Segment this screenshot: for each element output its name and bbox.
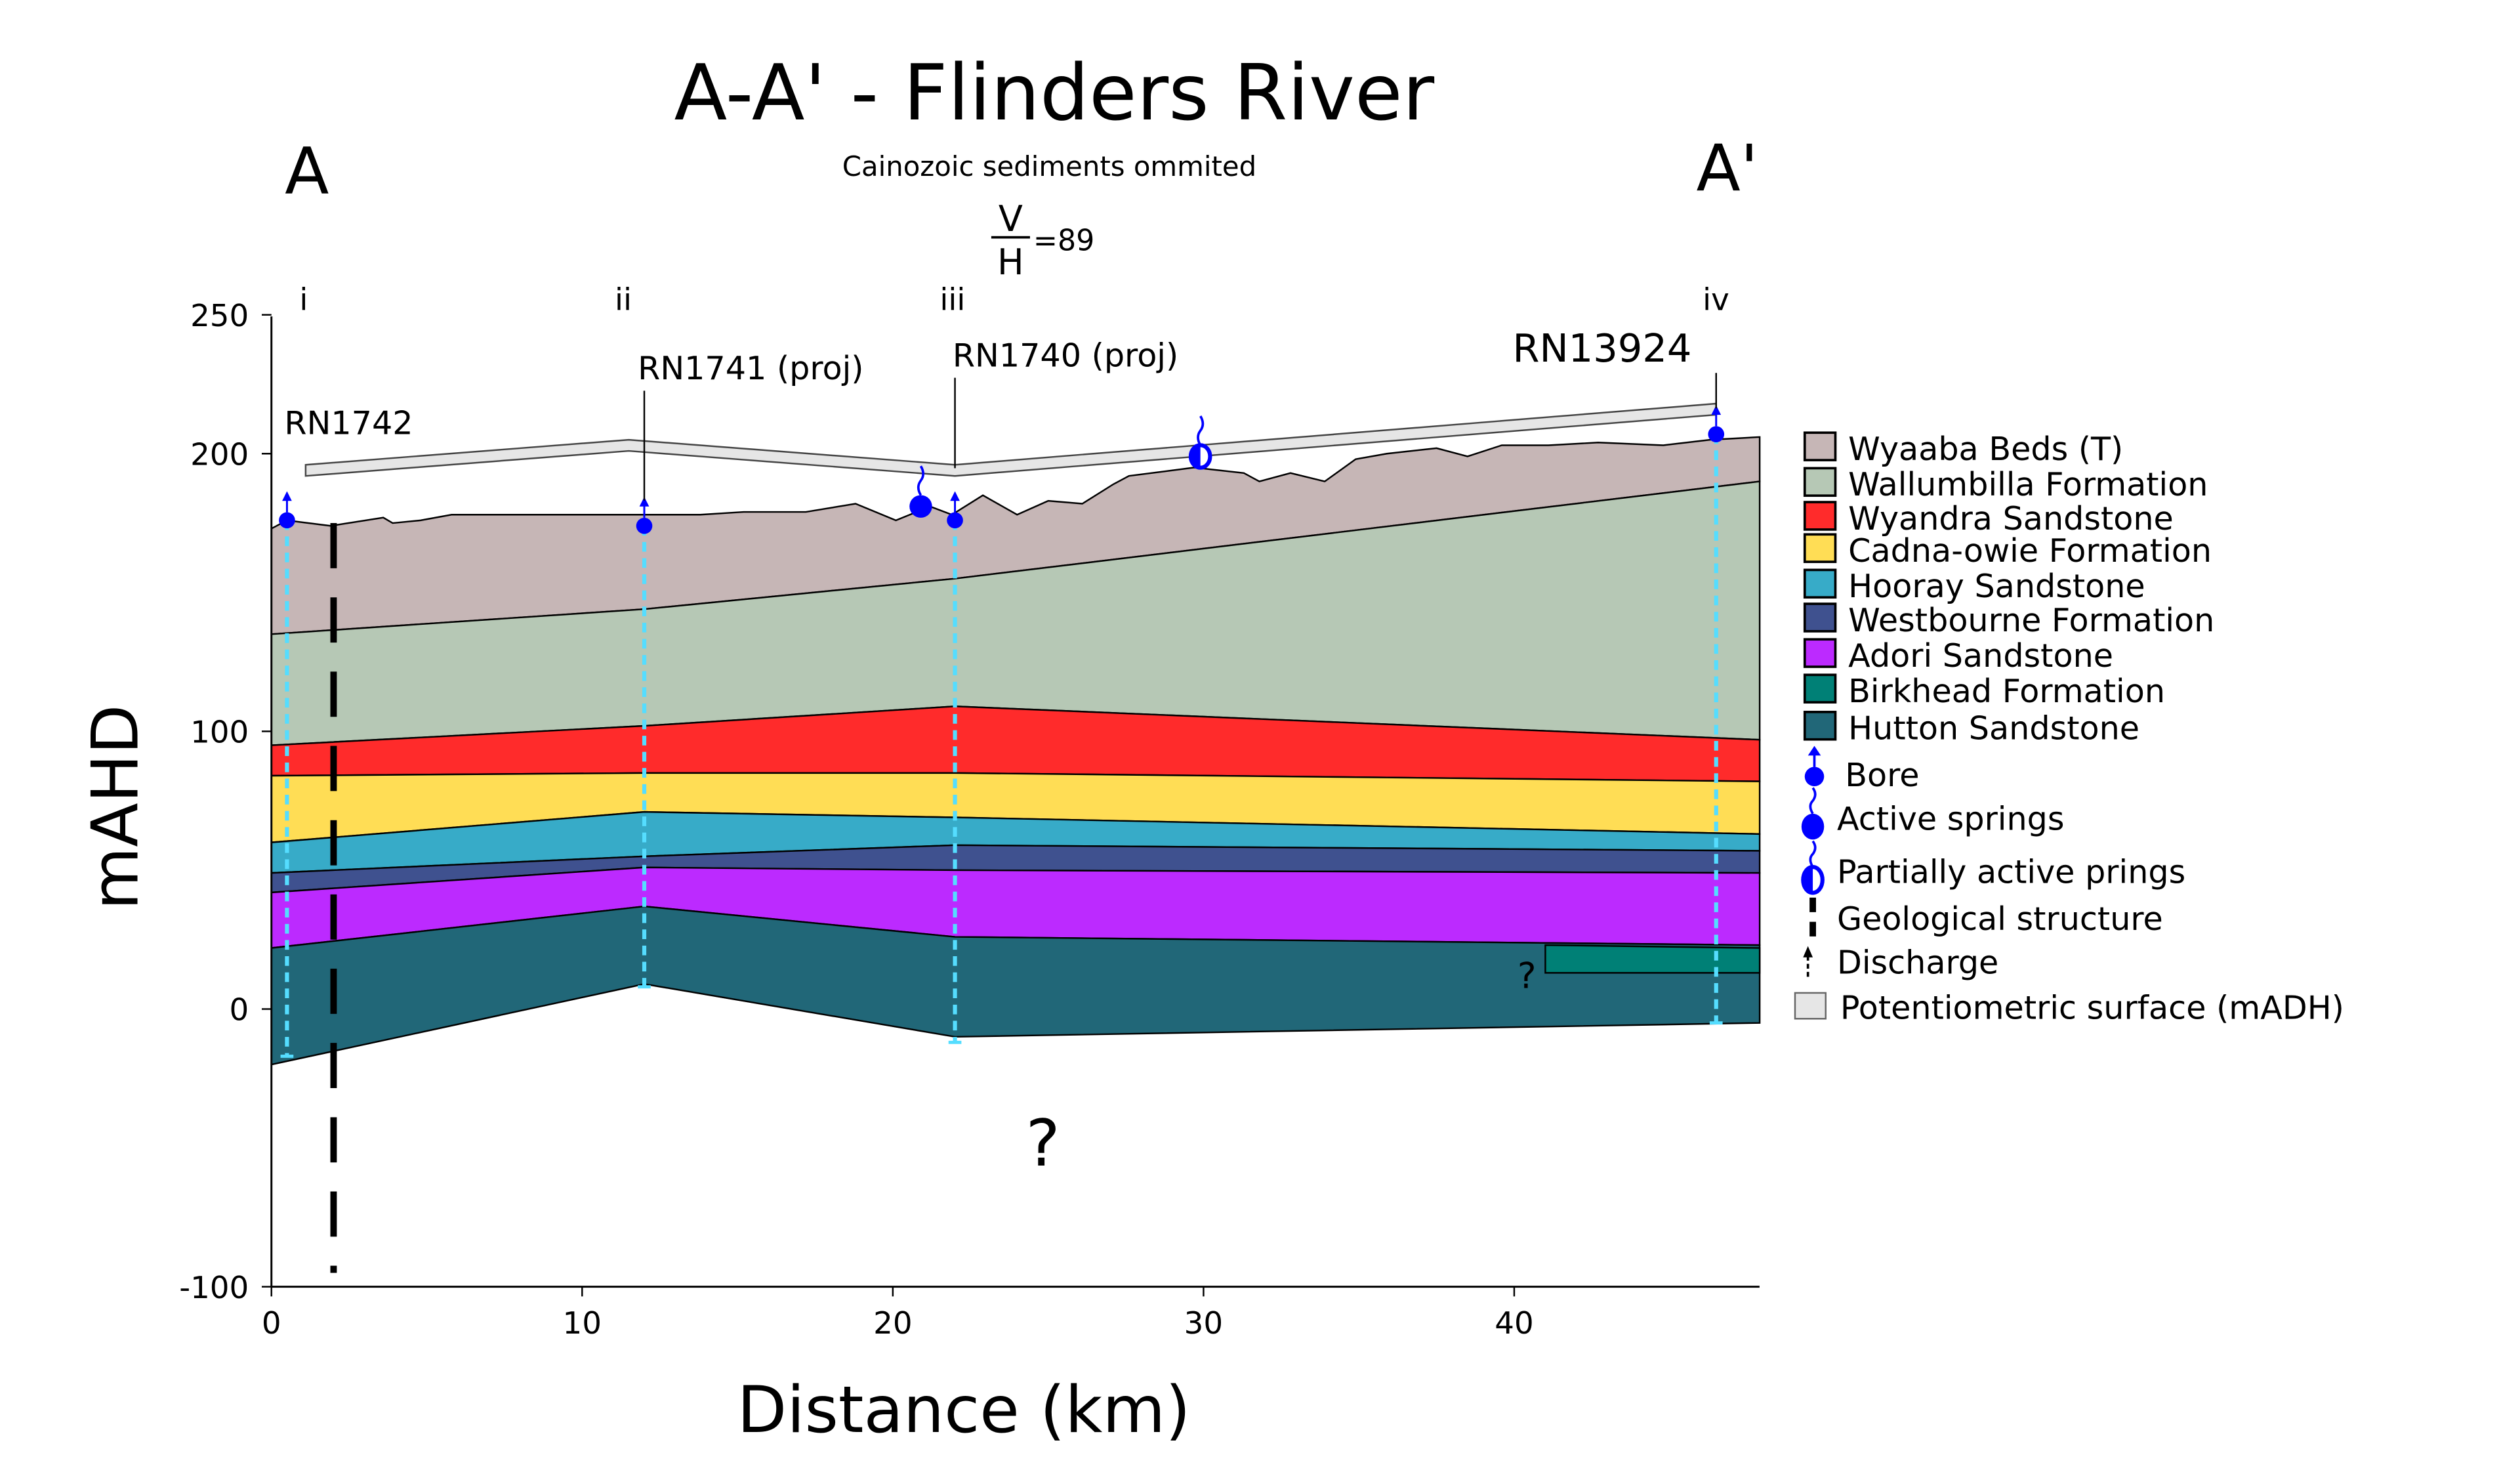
legend-swatch — [1803, 467, 1837, 497]
legend-discharge-arrowhead-icon — [1803, 946, 1813, 958]
partial-spring-arrow-icon — [1197, 415, 1205, 446]
legend-item-cadna-owie-formation: Cadna-owie Formation — [1803, 532, 2212, 570]
legend-swatch — [1803, 501, 1837, 531]
legend-active-spring-icon — [1801, 813, 1825, 840]
legend-bore-icon — [1804, 767, 1825, 787]
legend-swatch — [1803, 533, 1837, 563]
bore-roman-label: iv — [1703, 282, 1729, 318]
ratio-value: =89 — [1033, 224, 1094, 257]
legend-label: Hutton Sandstone — [1848, 709, 2139, 748]
end-label-left: A — [285, 135, 329, 209]
y-tick-label: 200 — [190, 437, 249, 473]
legend-label-partial-springs: Partially active prings — [1837, 853, 2185, 891]
y-tick-label: 0 — [230, 993, 249, 1028]
bore-arrowhead-icon — [950, 491, 960, 501]
bore-id-label: RN13924 — [1512, 326, 1691, 371]
legend-swatch — [1803, 568, 1837, 599]
legend-item-birkhead-formation: Birkhead Formation — [1803, 672, 2165, 710]
legend-label: Wallumbilla Formation — [1848, 465, 2208, 503]
y-tick-label: 250 — [190, 299, 249, 334]
legend-label-discharge: Discharge — [1837, 943, 1998, 981]
legend-item-wallumbilla-formation: Wallumbilla Formation — [1803, 465, 2208, 503]
legend-label: Hooray Sandstone — [1848, 567, 2145, 605]
legend-swatch — [1803, 638, 1837, 668]
bore-icon — [636, 517, 653, 534]
legend-label: Cadna-owie Formation — [1848, 532, 2212, 570]
y-axis-label: mAHD — [79, 705, 154, 910]
legend-item-hutton-sandstone: Hutton Sandstone — [1803, 709, 2139, 748]
legend-label: Westbourne Formation — [1848, 601, 2214, 639]
legend-label: Wyandra Sandstone — [1848, 499, 2174, 537]
partial-spring-half-icon — [1190, 445, 1201, 468]
layer-wyaaba-beds — [270, 436, 1761, 635]
active-spring-icon — [909, 495, 932, 518]
x-tick-label: 20 — [873, 1306, 912, 1341]
legend-item-wyandra-sandstone: Wyandra Sandstone — [1803, 499, 2174, 537]
bore-arrowhead-icon — [1711, 405, 1722, 415]
legend-item-westbourne-formation: Westbourne Formation — [1803, 601, 2214, 639]
bore-roman-label: i — [299, 282, 308, 318]
question-mark-birkhead: ? — [1518, 956, 1537, 997]
legend-label: Adori Sandstone — [1848, 637, 2113, 675]
bore-id-label: RN1742 — [284, 404, 413, 442]
axes: 250 200 100 0 -100 0 10 20 30 40 — [179, 299, 1760, 1341]
bore-roman-label: ii — [615, 282, 632, 318]
legend-label: Birkhead Formation — [1848, 672, 2165, 710]
x-tick-label: 10 — [563, 1306, 602, 1341]
legend-swatch — [1803, 431, 1837, 461]
legend-item-adori-sandstone: Adori Sandstone — [1803, 637, 2113, 675]
legend-label: Wyaaba Beds (T) — [1848, 430, 2123, 468]
bore-icon — [1708, 426, 1725, 442]
bore-roman-label: iii — [940, 282, 965, 318]
legend-bore-arrowhead-icon — [1807, 746, 1821, 756]
x-tick-label: 40 — [1495, 1306, 1533, 1341]
subtitle: Cainozoic sediments ommited — [842, 150, 1256, 182]
active-spring-arrow-icon — [917, 465, 924, 496]
legend-item-wyaaba-beds-t-: Wyaaba Beds (T) — [1803, 430, 2123, 468]
legend-label-active-springs: Active springs — [1837, 799, 2065, 837]
x-axis-label: Distance (km) — [737, 1373, 1191, 1448]
legend-swatch — [1803, 711, 1837, 741]
x-tick-label: 0 — [262, 1306, 281, 1341]
bore-id-label: RN1740 (proj) — [953, 336, 1178, 374]
end-label-right: A' — [1696, 131, 1758, 206]
ratio-denominator: H — [997, 242, 1024, 283]
legend-swatch — [1803, 673, 1837, 704]
legend-label-geological-structure: Geological structure — [1837, 900, 2163, 938]
legend-partial-spring-arrow-icon — [1809, 840, 1817, 868]
y-tick-label: -100 — [179, 1271, 249, 1306]
legend-label-bore: Bore — [1845, 756, 1919, 794]
legend-item-hooray-sandstone: Hooray Sandstone — [1803, 567, 2145, 605]
figure-title: A-A' - Flinders River — [674, 47, 1435, 138]
bore-arrowhead-icon — [282, 491, 292, 501]
x-tick-label: 30 — [1184, 1306, 1223, 1341]
layer-birkhead-formation — [1544, 944, 1761, 974]
y-tick-label: 100 — [190, 715, 249, 751]
legend-label-potentiometric: Potentiometric surface (mADH) — [1840, 988, 2344, 1026]
bore-id-label: RN1741 (proj) — [638, 349, 863, 387]
bore-icon — [947, 512, 963, 529]
legend-partial-spring-half-icon — [1803, 867, 1813, 893]
legend: Wyaaba Beds (T)Wallumbilla FormationWyan… — [1794, 430, 2344, 1026]
bore-icon — [279, 512, 295, 529]
legend-swatch — [1803, 602, 1837, 633]
legend-active-spring-arrow-icon — [1809, 787, 1817, 814]
ratio-numerator: V — [999, 198, 1023, 240]
legend-potentiometric-icon — [1794, 992, 1827, 1020]
question-mark-depth: ? — [1026, 1106, 1060, 1181]
bore-arrowhead-icon — [639, 496, 650, 507]
